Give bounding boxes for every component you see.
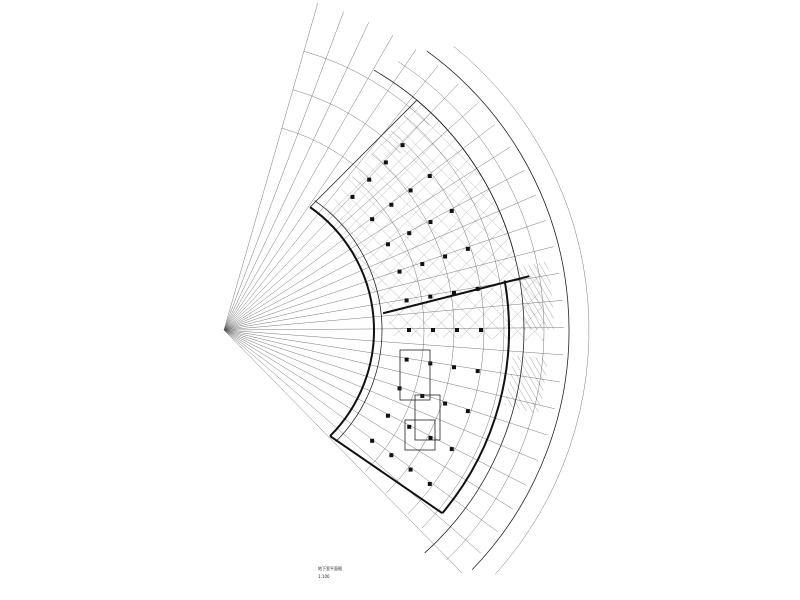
column <box>427 174 432 179</box>
radial-grid <box>223 329 481 554</box>
end-wall <box>309 99 418 208</box>
radial-grid <box>223 329 564 356</box>
column <box>455 328 459 332</box>
column <box>397 269 402 274</box>
radial-grid <box>223 22 369 331</box>
column <box>367 177 372 182</box>
inner-arc <box>352 176 425 472</box>
column <box>407 328 411 332</box>
column <box>397 386 402 391</box>
column <box>475 286 480 291</box>
outer-arc <box>453 46 590 575</box>
column <box>465 246 470 251</box>
outer-arc <box>426 50 570 570</box>
drawing-scale: 1:100 <box>318 574 330 579</box>
column <box>350 194 355 199</box>
inner-wall <box>314 200 383 443</box>
radial-grid <box>223 329 514 510</box>
column <box>404 357 409 362</box>
column <box>383 160 388 165</box>
core-room <box>414 394 441 441</box>
outer-arc <box>398 61 545 561</box>
radial-grid <box>223 220 546 331</box>
column <box>449 208 454 213</box>
radial-grid <box>223 329 527 486</box>
column <box>370 438 375 443</box>
radial-grid <box>223 146 511 331</box>
radial-grid <box>223 103 478 331</box>
radial-grid <box>223 11 344 331</box>
grid-arc <box>292 89 401 154</box>
radial-grid <box>223 329 555 409</box>
inner-arc <box>371 153 455 493</box>
drawing-title: 地下室平面图 <box>318 565 342 571</box>
column <box>452 365 457 370</box>
column <box>408 467 413 472</box>
column <box>428 294 433 299</box>
column <box>404 298 409 303</box>
column <box>475 369 480 374</box>
column <box>428 435 433 440</box>
column <box>443 254 448 259</box>
column <box>431 328 435 332</box>
column <box>420 262 425 267</box>
radial-grid <box>223 329 548 436</box>
column <box>389 202 394 207</box>
grid-arc <box>281 127 373 182</box>
column <box>428 220 433 225</box>
ramp-hatch <box>517 261 554 330</box>
column <box>452 290 457 295</box>
column <box>370 217 375 222</box>
end-wall <box>329 435 443 515</box>
column <box>385 413 390 418</box>
radial-grid <box>223 300 563 331</box>
radial-grid <box>223 194 537 331</box>
hatched-zone <box>386 274 544 342</box>
radial-grid <box>223 329 561 383</box>
radial-grid <box>223 124 495 331</box>
hatched-zone <box>320 100 520 304</box>
radial-grid <box>223 3 318 331</box>
radial-grid <box>223 65 439 331</box>
core-room <box>404 419 436 451</box>
inner-arc <box>390 130 485 514</box>
drawing-layout <box>223 3 590 575</box>
radial-grid <box>223 329 538 461</box>
column <box>400 143 405 148</box>
radial-grid <box>223 83 459 331</box>
radial-grid <box>223 329 498 532</box>
column <box>427 481 432 486</box>
column <box>479 328 483 332</box>
inner-wall <box>309 206 375 437</box>
radial-grid <box>223 329 463 574</box>
column <box>407 231 412 236</box>
column <box>449 447 454 452</box>
column <box>389 453 394 458</box>
column <box>420 393 425 398</box>
radial-grid <box>223 246 554 331</box>
column <box>465 409 470 414</box>
column <box>408 188 413 193</box>
core-room <box>399 349 431 401</box>
ramp-hatch <box>504 355 548 415</box>
radial-grid <box>223 327 564 331</box>
outer-wall <box>441 280 510 514</box>
radial-grid <box>223 34 394 331</box>
inner-arc <box>403 115 505 529</box>
outer-wall <box>416 99 515 253</box>
radial-grid <box>223 170 525 331</box>
section-wall <box>382 275 530 315</box>
radial-grid <box>223 49 417 331</box>
column <box>385 242 390 247</box>
column <box>407 424 412 429</box>
column <box>443 401 448 406</box>
